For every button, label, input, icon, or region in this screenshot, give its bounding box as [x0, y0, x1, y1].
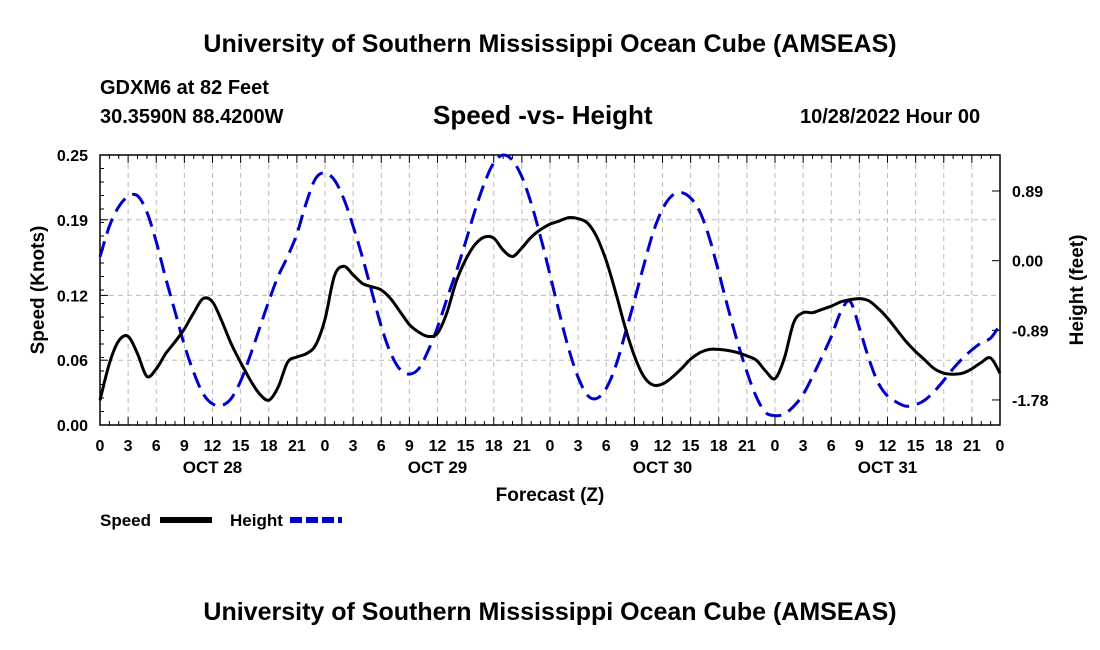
x-tick-label: 6: [602, 438, 611, 455]
x-tick-label: 0: [96, 438, 105, 455]
footer-title: University of Southern Mississippi Ocean…: [203, 598, 897, 626]
y-axis-label-left: Speed (Knots): [28, 226, 49, 355]
x-tick-label: 21: [738, 438, 756, 455]
x-tick-label: 9: [630, 438, 639, 455]
x-tick-label: 0: [546, 438, 555, 455]
station-label: GDXM6 at 82 Feet: [100, 77, 269, 99]
y-tick-label-left: 0.06: [57, 353, 88, 370]
x-tick-label: 18: [710, 438, 728, 455]
x-tick-label: 9: [855, 438, 864, 455]
plot-frame: [99, 154, 1001, 426]
x-tick-label: 9: [405, 438, 414, 455]
coordinates-label: 30.3590N 88.4200W: [100, 106, 284, 128]
y-tick-label-right: -1.78: [1012, 393, 1049, 410]
x-tick-label: 15: [682, 438, 700, 455]
y-tick-label-right: 0.00: [1012, 254, 1043, 271]
x-tick-label: 3: [349, 438, 358, 455]
forecast-date: 10/28/2022 Hour 00: [800, 106, 981, 128]
y-tick-label-left: 0.12: [57, 288, 88, 305]
x-tick-label: 9: [180, 438, 189, 455]
x-tick-label: 21: [513, 438, 531, 455]
y-tick-label-left: 0.19: [57, 213, 88, 230]
legend-height-label: Height: [230, 511, 283, 530]
x-tick-label: 21: [288, 438, 306, 455]
x-tick-label: 21: [963, 438, 981, 455]
speed-series-line: [98, 216, 1002, 402]
y-axis-label-right: Height (feet): [1067, 235, 1088, 346]
x-tick-label: 0: [771, 438, 780, 455]
x-tick-label: 6: [152, 438, 161, 455]
y-tick-label-left: 0.25: [57, 148, 88, 165]
x-tick-label: 0: [996, 438, 1005, 455]
page-title: University of Southern Mississippi Ocean…: [203, 30, 897, 58]
y-tick-label-left: 0.00: [57, 418, 88, 435]
day-label: OCT 29: [408, 458, 468, 477]
y-tick-label-right: 0.89: [1012, 184, 1043, 201]
x-tick-label: 0: [321, 438, 330, 455]
x-tick-label: 6: [377, 438, 386, 455]
x-tick-label: 3: [124, 438, 133, 455]
x-tick-label: 15: [907, 438, 925, 455]
chart-title: Speed -vs- Height: [433, 100, 653, 130]
legend: Speed Height: [100, 511, 342, 530]
grid-lines: [100, 155, 1000, 425]
x-tick-label: 15: [457, 438, 475, 455]
x-tick-label: 3: [799, 438, 808, 455]
x-tick-label: 12: [429, 438, 447, 455]
height-series-line: [98, 153, 1002, 418]
y-tick-label-right: -0.89: [1012, 323, 1049, 340]
x-tick-label: 15: [232, 438, 250, 455]
day-label: OCT 28: [183, 458, 243, 477]
x-tick-label: 18: [260, 438, 278, 455]
x-tick-label: 3: [574, 438, 583, 455]
day-label: OCT 31: [858, 458, 918, 477]
x-tick-label: 12: [879, 438, 897, 455]
day-label: OCT 30: [633, 458, 693, 477]
legend-speed-label: Speed: [100, 511, 151, 530]
x-tick-label: 12: [654, 438, 672, 455]
x-tick-label: 18: [935, 438, 953, 455]
x-axis-label: Forecast (Z): [496, 485, 605, 506]
x-tick-label: 6: [827, 438, 836, 455]
x-tick-label: 18: [485, 438, 503, 455]
x-tick-label: 12: [204, 438, 222, 455]
